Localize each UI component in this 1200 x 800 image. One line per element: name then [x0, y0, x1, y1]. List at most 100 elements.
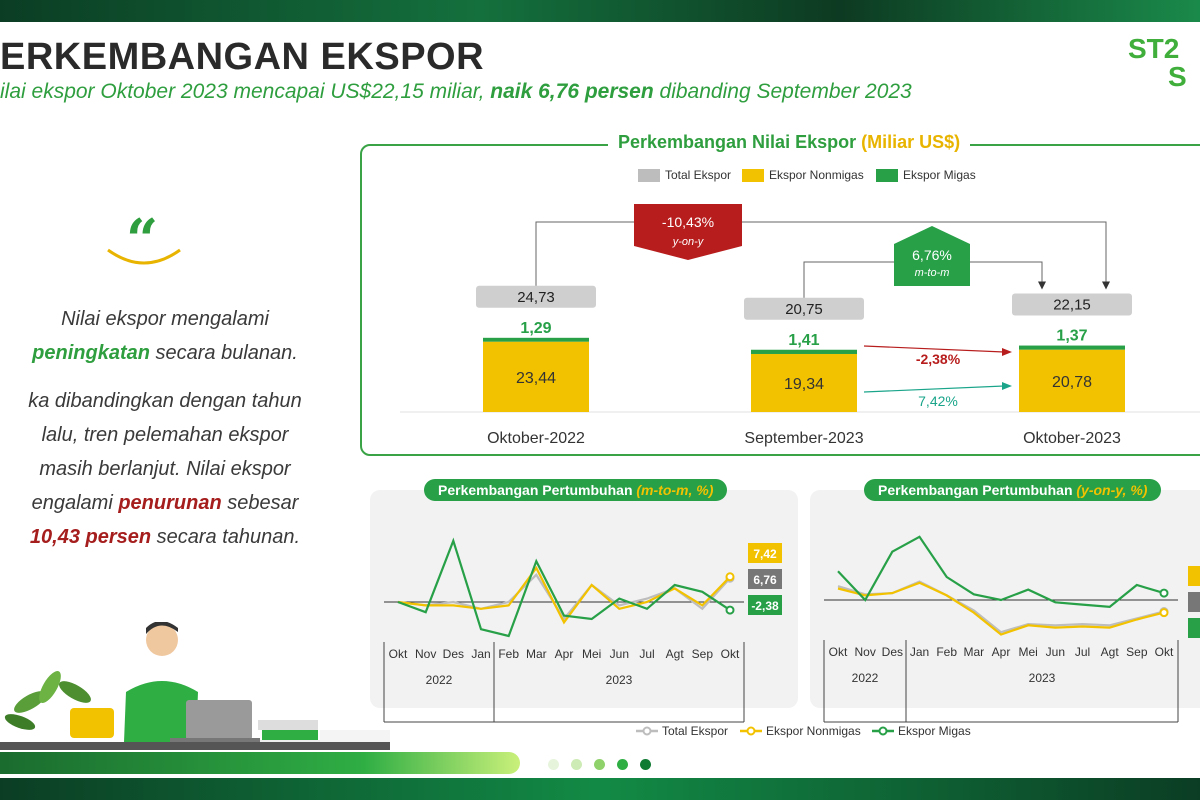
x-tick-label: Mei: [1018, 645, 1037, 659]
x-tick-label: Jul: [639, 647, 654, 661]
bar-nonmigas: [483, 341, 589, 412]
plant-illustration: [4, 671, 114, 738]
para2-line-4: engalami penurunan sebesar: [0, 486, 330, 520]
legend-line-icon: [740, 726, 762, 736]
para2-line-1: ka dibandingkan dengan tahun: [28, 390, 302, 412]
end-value-box: [1188, 566, 1200, 586]
x-tick-label: Feb: [936, 645, 957, 659]
yoy-title-unit: (y-on-y, %): [1076, 482, 1148, 498]
x-tick-label: September-2023: [744, 430, 863, 447]
para2-line-4c: sebesar: [221, 492, 299, 514]
total-label: 24,73: [517, 289, 555, 306]
yoy-title-main: Perkembangan Pertumbuhan: [878, 482, 1077, 498]
series-line: [397, 565, 731, 625]
x-tick-label: Nov: [854, 645, 875, 659]
x-tick-label: Oktober-2023: [1023, 430, 1121, 447]
legend-swatch: [638, 168, 660, 182]
x-tick-label: Mei: [582, 647, 601, 661]
desk: [0, 742, 390, 750]
total-label-box: [744, 297, 864, 320]
nonmigas-change-arrow: [863, 385, 1005, 393]
x-tick-label: Jun: [1046, 645, 1065, 659]
paragraph-yearly: ka dibandingkan dengan tahun lalu, tren …: [0, 384, 330, 554]
year-label: 2022: [426, 673, 453, 687]
x-tick-label: Okt: [829, 645, 848, 659]
x-tick-label: Feb: [498, 647, 519, 661]
legend-label: Ekspor Nonmigas: [769, 168, 864, 182]
series-end-point: [725, 605, 735, 615]
end-value-label: 6,76: [753, 573, 777, 587]
page-title: ERKEMBANGAN EKSPOR: [0, 36, 485, 78]
export-value-title: Perkembangan Nilai Ekspor (Miliar US$): [608, 132, 971, 153]
end-value-box: [748, 595, 782, 615]
x-tick-label: Nov: [415, 647, 436, 661]
total-label: 20,75: [785, 301, 823, 318]
mtm-arrowhead: [1038, 281, 1046, 290]
mtm-badge-value: 6,76%: [912, 247, 952, 263]
x-tick-label: Apr: [555, 647, 574, 661]
legend-swatch: [876, 168, 898, 182]
footer-green-bar: [0, 752, 520, 774]
smile-icon: [107, 248, 181, 265]
x-tick-label: Des: [882, 645, 903, 659]
para2-line-3: masih berlanjut. Nilai ekspor: [39, 458, 291, 480]
series-end-point: [1159, 588, 1169, 598]
bar-label-nonmigas: 23,44: [516, 370, 556, 387]
series-end-point: [725, 572, 735, 582]
bottom-banner: [0, 778, 1200, 800]
series-end-point: [1159, 608, 1169, 618]
mtm-title-main: Perkembangan Pertumbuhan: [438, 482, 637, 498]
series-line: [397, 537, 731, 638]
yoy-badge-value: -10,43%: [662, 214, 714, 230]
para-highlight-decrease: penurunan: [118, 492, 222, 514]
total-label-box: [1012, 293, 1132, 316]
x-tick-label: Jul: [1075, 645, 1090, 659]
migas-change-label: -2,38%: [916, 351, 961, 367]
pagination-dot-active[interactable]: [640, 759, 651, 770]
legend-label: Ekspor Migas: [903, 168, 976, 182]
logo-text-top: ST2: [1128, 33, 1179, 64]
bar-label-migas: 1,29: [520, 320, 551, 337]
export-value-title-main: Perkembangan Nilai Ekspor: [618, 132, 862, 152]
pagination-dot[interactable]: [594, 759, 605, 770]
end-value-box: [748, 543, 782, 563]
legend-item-migas: Ekspor Migas: [876, 168, 976, 182]
nonmigas-change-arrowhead: [1002, 382, 1012, 390]
total-label: 22,15: [1053, 297, 1091, 314]
yoy-badge: [634, 204, 742, 260]
bar-migas: [751, 349, 857, 354]
bar-nonmigas: [751, 353, 857, 412]
pagination-dot[interactable]: [571, 759, 582, 770]
x-tick-label: Agt: [666, 647, 685, 661]
bar-label-nonmigas: 19,34: [784, 376, 824, 393]
x-tick-label: Okt: [721, 647, 740, 661]
x-tick-label: Jun: [610, 647, 629, 661]
end-value-label: -2,38: [751, 599, 779, 613]
end-value-box: [748, 569, 782, 589]
bottom-legend-nonmigas: Ekspor Nonmigas: [740, 724, 861, 738]
pagination-dot[interactable]: [617, 759, 628, 770]
para-line-2-rest: secara bulanan.: [149, 342, 298, 364]
x-tick-label: Agt: [1101, 645, 1120, 659]
legend-item-total: Total Ekspor: [638, 168, 731, 182]
para2-line-4a: engalami: [31, 492, 119, 514]
para-line-2: peningkatan secara bulanan.: [0, 336, 330, 370]
x-tick-label: Mar: [526, 647, 547, 661]
legend-swatch: [742, 168, 764, 182]
x-tick-label: Sep: [1126, 645, 1148, 659]
pagination-dot[interactable]: [548, 759, 559, 770]
top-banner: [0, 0, 1200, 22]
bar-label-nonmigas: 20,78: [1052, 374, 1092, 391]
yoy-title: Perkembangan Pertumbuhan (y-on-y, %): [864, 479, 1162, 501]
export-value-title-unit: (Miliar US$): [861, 132, 961, 152]
paragraph-monthly: Nilai ekspor mengalami peningkatan secar…: [0, 302, 330, 370]
para-highlight-percent: 10,43 persen: [29, 526, 152, 548]
year-label: 2023: [1029, 671, 1056, 685]
bar-migas: [483, 337, 589, 342]
person-illustration: [124, 622, 198, 742]
bar-label-migas: 1,37: [1056, 328, 1087, 345]
x-tick-label: Sep: [692, 647, 714, 661]
export-value-chart: 23,44 1,29 24,73 Oktober-2022 19,34 1,41 20,75…: [400, 204, 1200, 447]
end-value-box: [1188, 618, 1200, 638]
x-tick-label: Des: [443, 647, 464, 661]
